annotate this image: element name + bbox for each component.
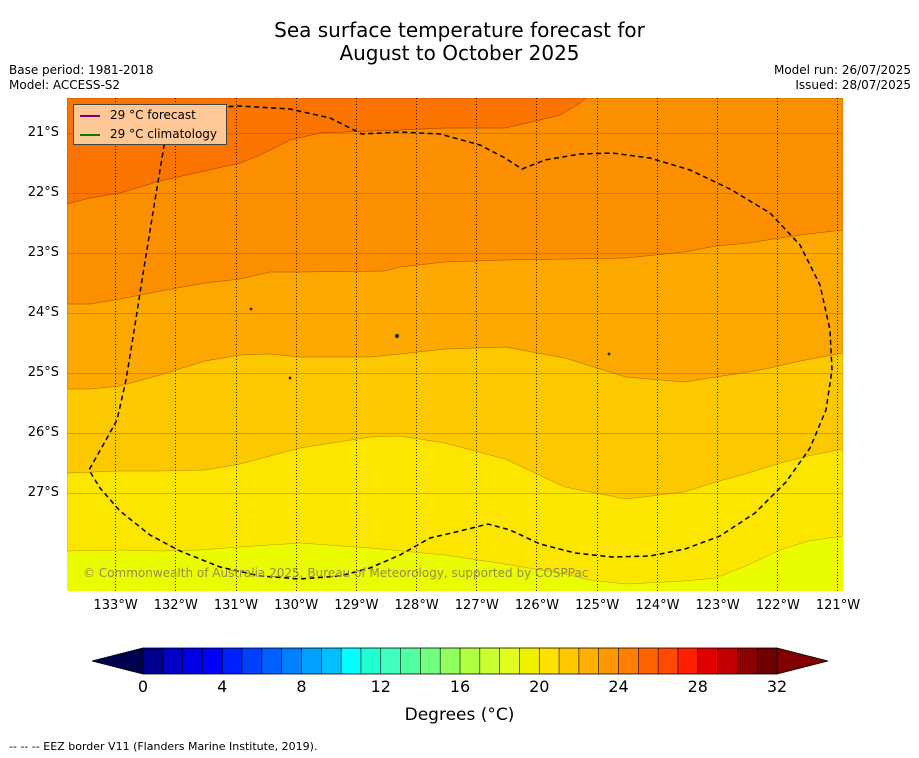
colorbar-segment [341,648,362,674]
colorbar-tick-label: 0 [137,677,149,696]
colorbar-segment [321,648,342,674]
colorbar-segment [717,648,738,674]
colorbar-segment [202,648,223,674]
colorbar-extend-high [776,647,829,675]
base-period: Base period: 1981-2018 [9,63,154,77]
colorbar-segment [162,648,183,674]
lon-label: 123°W [695,598,740,613]
lat-label: 23°S [27,245,59,260]
legend-label-climatology: 29 °C climatology [110,127,218,141]
colorbar [91,647,829,675]
colorbar-segment [559,648,580,674]
colorbar-tick-label: 28 [687,677,708,696]
colorbar-segment [420,648,441,674]
colorbar-segment [143,648,164,674]
colorbar-segment [261,648,282,674]
lon-label: 126°W [514,598,560,613]
islands [249,307,611,380]
colorbar-segment [400,648,421,674]
legend-label-forecast: 29 °C forecast [110,108,196,122]
legend-item-climatology: 29 °C climatology [80,126,217,142]
colorbar-segment [360,648,382,674]
colorbar-segment [380,648,401,674]
lat-label: 25°S [27,365,59,380]
lon-label: 125°W [575,598,620,613]
colorbar-segment [440,648,461,674]
colorbar-segment [598,648,619,674]
colorbar-segment [499,648,520,674]
colorbar-tick-label: 32 [766,677,788,696]
lat-label: 21°S [27,125,59,140]
island-marker [607,352,611,356]
map-area [67,98,843,591]
lon-label: 131°W [213,598,259,613]
chart-title: Sea surface temperature forecast for Aug… [0,19,919,65]
issued-date: Issued: 28/07/2025 [795,78,911,92]
lon-label: 129°W [334,598,379,613]
colorbar-segment [519,648,540,674]
lat-label: 24°S [27,305,59,320]
island-marker [249,307,253,311]
lat-label: 26°S [27,425,59,440]
legend-swatch-climatology [80,133,100,136]
legend-item-forecast: 29 °C forecast [80,107,196,123]
colorbar-tick-label: 4 [217,677,228,696]
colorbar-tick-label: 20 [529,677,550,696]
colorbar-segment [281,648,302,674]
colorbar-segment [222,648,243,674]
colorbar-segment [182,648,203,674]
colorbar-segment [578,648,599,674]
lon-label: 133°W [93,598,138,613]
legend: 29 °C forecast 29 °C climatology [73,104,227,145]
colorbar-segment [638,648,659,674]
colorbar-segment [242,648,263,674]
colorbar-tick-label: 16 [449,677,471,696]
lon-label: 124°W [635,598,680,613]
island-marker [288,376,292,380]
meta-right: Model run: 26/07/2025 Issued: 28/07/2025 [774,63,911,93]
title-line-2: August to October 2025 [339,41,580,65]
colorbar-segment [618,648,639,674]
colorbar-title: Degrees (°C) [404,705,515,725]
lon-label: 122°W [755,598,800,613]
colorbar-extend-low [91,647,144,675]
title-line-1: Sea surface temperature forecast for [274,18,645,42]
colorbar-segment [460,648,481,674]
island-marker [394,333,400,339]
colorbar-segment [697,648,718,674]
colorbar-tick-label: 24 [608,677,629,696]
footnote: -- -- -- EEZ border V11 (Flanders Marine… [9,740,318,753]
lon-label: 127°W [454,598,499,613]
colorbar-segment [737,648,758,674]
lon-label: 121°W [815,598,861,613]
colorbar-segment [757,648,778,674]
legend-swatch-forecast [80,114,100,117]
colorbar-tick-label: 12 [370,677,391,696]
model-name: Model: ACCESS-S2 [9,78,121,92]
colorbar-segment [301,648,322,674]
lon-label: 130°W [274,598,319,613]
colorbar-segment [479,648,500,674]
model-run: Model run: 26/07/2025 [773,63,911,77]
colorbar-segment [539,648,560,674]
lat-label: 27°S [27,485,59,500]
colorbar-segment [658,648,679,674]
colorbar-tick-label: 8 [296,677,307,696]
lon-label: 128°W [394,598,439,613]
lon-gridlines [115,98,838,591]
lat-label: 22°S [27,185,59,200]
colorbar-segment [677,648,699,674]
lon-label: 132°W [153,598,198,613]
eez-border [88,105,833,580]
copyright-text: © Commonwealth of Australia 2025, Bureau… [83,566,589,580]
meta-left: Base period: 1981-2018 Model: ACCESS-S2 [9,63,154,93]
